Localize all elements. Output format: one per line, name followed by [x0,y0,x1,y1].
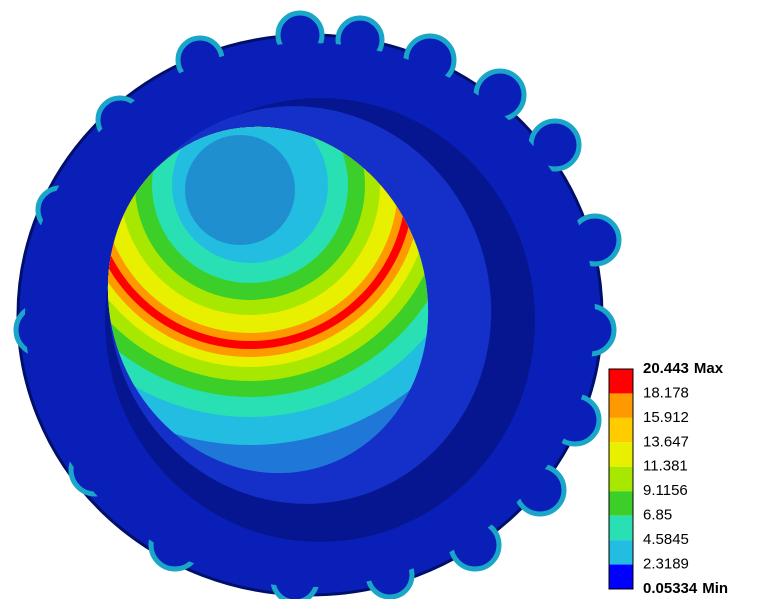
legend-level: 4.5845 [643,531,689,548]
legend-value: 0.05334 [643,580,698,597]
color-band [609,516,633,540]
result-view: 20.443 Max 18.178 15.912 13.647 11.381 9.1156 6… [0,0,776,599]
legend-value: 20.443 [643,360,689,377]
legend: 20.443 Max 18.178 15.912 13.647 11.381 9.1156 6… [609,360,728,597]
model [0,0,619,599]
color-band [609,393,633,417]
color-band [609,442,633,466]
color-band [609,565,633,589]
color-band [609,491,633,515]
min-label: Min [702,580,728,597]
legend-level: 13.647 [643,433,689,450]
color-band [609,369,633,393]
page: 20.443 Max 18.178 15.912 13.647 11.381 9.1156 6… [0,0,776,604]
legend-level: 11.381 [643,458,688,475]
legend-level: 2.3189 [643,556,689,573]
legend-level: 9.1156 [643,482,688,499]
legend-level: 6.85 [643,507,672,524]
color-band [609,467,633,491]
legend-level: 20.443 Max [643,360,724,377]
max-label: Max [694,360,724,377]
legend-level: 18.178 [643,384,689,401]
color-band [609,418,633,442]
color-band [609,540,633,564]
legend-level: 15.912 [643,409,689,426]
